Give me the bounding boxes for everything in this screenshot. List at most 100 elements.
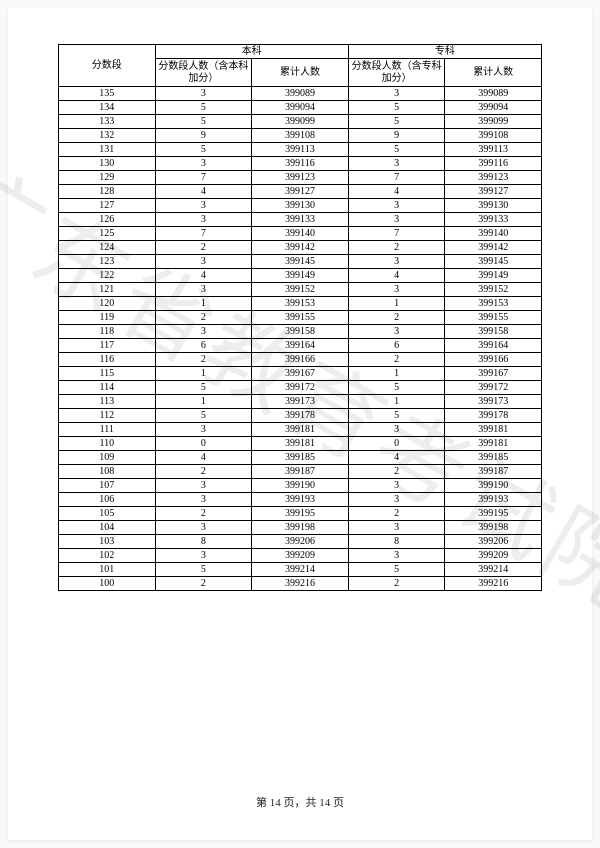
table-cell: 7 xyxy=(348,227,445,241)
table-cell: 3 xyxy=(348,157,445,171)
table-cell: 399153 xyxy=(445,297,542,311)
table-row: 10523991952399195 xyxy=(59,507,542,521)
table-cell: 3 xyxy=(348,255,445,269)
table-cell: 127 xyxy=(59,199,156,213)
table-cell: 399155 xyxy=(252,311,349,325)
table-cell: 399130 xyxy=(252,199,349,213)
table-cell: 399187 xyxy=(445,465,542,479)
table-cell: 399133 xyxy=(252,213,349,227)
table-cell: 399209 xyxy=(445,549,542,563)
table-row: 12573991407399140 xyxy=(59,227,542,241)
table-row: 11763991646399164 xyxy=(59,339,542,353)
table-cell: 3 xyxy=(348,521,445,535)
table-cell: 3 xyxy=(348,199,445,213)
table-row: 11923991552399155 xyxy=(59,311,542,325)
table-cell: 399190 xyxy=(252,479,349,493)
footer-current-page: 14 xyxy=(270,797,281,809)
table-cell: 3 xyxy=(155,213,252,227)
table-cell: 3 xyxy=(155,493,252,507)
footer-suffix: 页 xyxy=(330,797,344,809)
table-cell: 2 xyxy=(348,577,445,591)
table-cell: 399152 xyxy=(445,283,542,297)
table-cell: 7 xyxy=(155,171,252,185)
table-cell: 399181 xyxy=(445,423,542,437)
table-row: 10433991983399198 xyxy=(59,521,542,535)
table-cell: 399185 xyxy=(445,451,542,465)
header-zhuanke-count: 分数段人数（含专科加分） xyxy=(348,59,445,87)
table-row: 11253991785399178 xyxy=(59,409,542,423)
table-row: 11003991810399181 xyxy=(59,437,542,451)
table-cell: 399108 xyxy=(445,129,542,143)
table-cell: 399140 xyxy=(252,227,349,241)
table-row: 13153991135399113 xyxy=(59,143,542,157)
table-row: 13033991163399116 xyxy=(59,157,542,171)
table-cell: 1 xyxy=(348,395,445,409)
table-row: 10023992162399216 xyxy=(59,577,542,591)
content-area: 分数段 本科 专科 分数段人数（含本科加分） 累计人数 分数段人数（含专科加分）… xyxy=(8,8,592,591)
table-row: 12843991274399127 xyxy=(59,185,542,199)
table-row: 12633991333399133 xyxy=(59,213,542,227)
table-cell: 399127 xyxy=(445,185,542,199)
table-cell: 118 xyxy=(59,325,156,339)
table-cell: 123 xyxy=(59,255,156,269)
table-cell: 399181 xyxy=(445,437,542,451)
table-cell: 399099 xyxy=(445,115,542,129)
table-cell: 2 xyxy=(348,507,445,521)
table-cell: 100 xyxy=(59,577,156,591)
table-cell: 1 xyxy=(348,297,445,311)
table-cell: 399153 xyxy=(252,297,349,311)
table-cell: 399214 xyxy=(445,563,542,577)
table-cell: 399216 xyxy=(252,577,349,591)
table-cell: 3 xyxy=(348,283,445,297)
page-container: 广东省教育考试院 分数段 本科 专科 分数段人数（含本科加分） 累计人数 分数段… xyxy=(8,8,592,840)
table-cell: 2 xyxy=(155,353,252,367)
table-cell: 3 xyxy=(155,325,252,339)
table-cell: 1 xyxy=(155,395,252,409)
table-cell: 3 xyxy=(348,87,445,101)
table-cell: 131 xyxy=(59,143,156,157)
table-row: 10153992145399214 xyxy=(59,563,542,577)
table-cell: 399140 xyxy=(445,227,542,241)
table-cell: 119 xyxy=(59,311,156,325)
table-cell: 2 xyxy=(348,353,445,367)
table-cell: 101 xyxy=(59,563,156,577)
table-cell: 399123 xyxy=(252,171,349,185)
table-cell: 1 xyxy=(348,367,445,381)
table-row: 12333991453399145 xyxy=(59,255,542,269)
table-cell: 115 xyxy=(59,367,156,381)
table-cell: 6 xyxy=(348,339,445,353)
table-cell: 4 xyxy=(155,269,252,283)
table-row: 12013991531399153 xyxy=(59,297,542,311)
table-cell: 399195 xyxy=(445,507,542,521)
page-footer: 第 14 页，共 14 页 xyxy=(8,794,592,810)
table-cell: 5 xyxy=(155,101,252,115)
table-row: 10383992068399206 xyxy=(59,535,542,549)
table-cell: 399206 xyxy=(445,535,542,549)
table-row: 13533990893399089 xyxy=(59,87,542,101)
table-cell: 3 xyxy=(155,423,252,437)
table-cell: 3 xyxy=(348,549,445,563)
table-row: 12733991303399130 xyxy=(59,199,542,213)
table-row: 13353990995399099 xyxy=(59,115,542,129)
table-cell: 399133 xyxy=(445,213,542,227)
table-cell: 399187 xyxy=(252,465,349,479)
table-cell: 6 xyxy=(155,339,252,353)
table-cell: 5 xyxy=(348,381,445,395)
header-zhuanke: 专科 xyxy=(348,45,541,59)
table-cell: 399113 xyxy=(252,143,349,157)
table-cell: 399185 xyxy=(252,451,349,465)
table-row: 11513991671399167 xyxy=(59,367,542,381)
table-cell: 111 xyxy=(59,423,156,437)
table-cell: 7 xyxy=(155,227,252,241)
table-cell: 102 xyxy=(59,549,156,563)
table-row: 10633991933399193 xyxy=(59,493,542,507)
table-cell: 399172 xyxy=(445,381,542,395)
table-cell: 399167 xyxy=(252,367,349,381)
table-cell: 399164 xyxy=(252,339,349,353)
table-cell: 8 xyxy=(348,535,445,549)
table-row: 10233992093399209 xyxy=(59,549,542,563)
table-cell: 109 xyxy=(59,451,156,465)
table-cell: 399123 xyxy=(445,171,542,185)
table-cell: 103 xyxy=(59,535,156,549)
table-cell: 399127 xyxy=(252,185,349,199)
